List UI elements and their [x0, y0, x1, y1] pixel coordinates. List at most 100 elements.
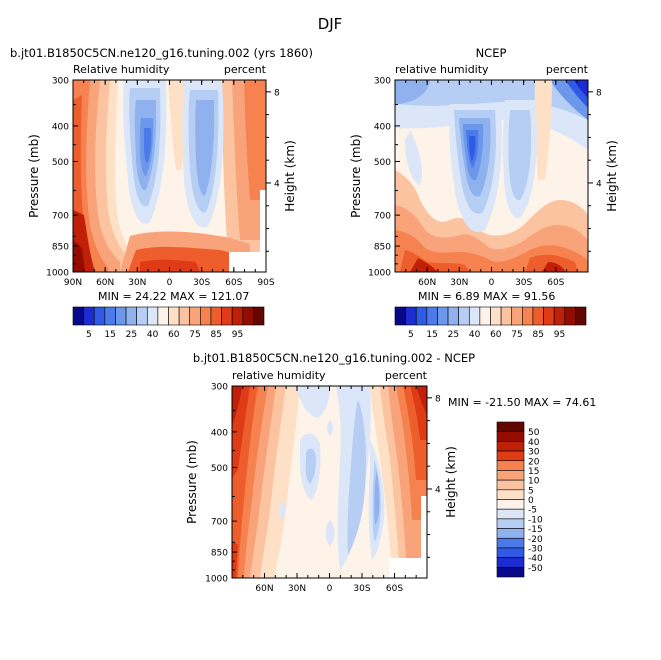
colorbar-swatch: [575, 306, 587, 326]
colorbar-label: 25: [448, 330, 459, 340]
colorbar-label: -50: [528, 564, 543, 574]
panel-ncep-left-label: relative humidity: [395, 63, 489, 76]
colorbar-swatch: [496, 528, 525, 539]
panel-model-y2label: Height (km): [283, 140, 297, 211]
colorbar-swatch: [426, 306, 438, 326]
colorbar-swatch: [496, 499, 525, 510]
colorbar-swatch: [500, 306, 513, 326]
panel-diff: b.jt01.B1850C5CN.ne120_g16.tuning.002 - …: [185, 351, 596, 594]
panel-ncep: NCEP relative humidity percent: [349, 46, 619, 340]
colorbar-swatch: [72, 306, 84, 326]
xtick-label: 60N: [96, 278, 114, 288]
xtick-label: 60N: [255, 584, 273, 594]
panel-diff-y2label: Height (km): [444, 446, 458, 517]
xtick-label: 30N: [128, 278, 146, 288]
colorbar-label: 95: [554, 330, 565, 340]
colorbar-swatch: [93, 306, 106, 326]
colorbar-label: 75: [511, 330, 522, 340]
panel-ncep-field: [395, 80, 588, 272]
colorbar-swatch: [146, 306, 159, 326]
panel-diff-right-label: percent: [385, 369, 428, 382]
panel-diff-title: b.jt01.B1850C5CN.ne120_g16.tuning.002 - …: [193, 351, 475, 365]
y2tick-label: 4: [596, 179, 602, 189]
ytick-label: 850: [52, 243, 69, 253]
ytick-label: 850: [374, 243, 391, 253]
ytick-label: 400: [211, 428, 228, 438]
panel-diff-stats: MIN = -21.50 MAX = 74.61: [448, 396, 596, 409]
xtick-label: 30S: [193, 278, 210, 288]
colorbar-swatch: [522, 306, 534, 326]
colorbar-swatch: [242, 306, 254, 326]
panel-diff-left-label: relative humidity: [232, 369, 326, 382]
y2tick-label: 8: [274, 88, 280, 98]
colorbar-label: 85: [211, 330, 222, 340]
colorbar-label: 10: [528, 477, 540, 487]
colorbar-swatch: [496, 547, 525, 558]
colorbar-swatch: [394, 306, 406, 326]
colorbar-label: 40: [469, 330, 481, 340]
colorbar-label: 0: [528, 496, 534, 506]
ytick-label: 500: [52, 158, 69, 168]
colorbar-label: 95: [232, 330, 243, 340]
colorbar-swatch: [496, 508, 525, 520]
panel-model-field: [73, 80, 266, 272]
colorbar-swatch: [496, 441, 525, 452]
colorbar-swatch: [115, 306, 127, 326]
panel-model-title: b.jt01.B1850C5CN.ne120_g16.tuning.002 (y…: [10, 46, 313, 60]
colorbar-label: 40: [147, 330, 159, 340]
ytick-label: 1000: [46, 269, 69, 279]
colorbar-label: 15: [426, 330, 437, 340]
colorbar-swatch: [221, 306, 233, 326]
colorbar-label: -20: [528, 535, 543, 545]
colorbar-swatch: [496, 489, 525, 500]
ytick-label: 700: [52, 212, 69, 222]
colorbar-swatch: [104, 306, 116, 326]
colorbar-swatch: [496, 450, 525, 462]
panel-ncep-right-label: percent: [546, 63, 589, 76]
colorbar-label: -15: [528, 525, 543, 535]
colorbar-label: -5: [528, 506, 537, 516]
colorbar-swatch: [553, 306, 566, 326]
xtick-label: 90S: [257, 278, 274, 288]
colorbar-swatch: [496, 479, 525, 491]
ytick-label: 300: [374, 77, 391, 87]
colorbar-swatch: [479, 306, 491, 326]
colorbar-swatch: [136, 306, 148, 326]
panel-model-left-label: Relative humidity: [73, 63, 170, 76]
panel-model: b.jt01.B1850C5CN.ne120_g16.tuning.002 (y…: [10, 46, 313, 340]
colorbar-label: 5: [528, 486, 534, 496]
ytick-label: 300: [52, 77, 69, 87]
colorbar-swatch: [532, 306, 544, 326]
colorbar-swatch: [496, 421, 525, 432]
colorbar-label: 5: [86, 330, 92, 340]
panel-model-stats: MIN = 24.22 MAX = 121.07: [98, 290, 249, 303]
panel-model-colorbar: 5 15 25 40 60 75 85 95: [72, 306, 265, 340]
colorbar-label: 15: [104, 330, 115, 340]
ytick-label: 300: [211, 383, 228, 393]
colorbar-swatch: [178, 306, 191, 326]
colorbar-label: -30: [528, 544, 543, 554]
xtick-label: 0: [327, 584, 333, 594]
panel-model-right-label: percent: [224, 63, 267, 76]
y2tick-label: 8: [596, 88, 602, 98]
colorbar-swatch: [496, 557, 525, 568]
ytick-label: 850: [211, 549, 228, 559]
colorbar-swatch: [125, 306, 137, 326]
colorbar-swatch: [437, 306, 449, 326]
ytick-label: 700: [374, 212, 391, 222]
ytick-label: 400: [52, 122, 69, 132]
xtick-label: 30S: [515, 278, 532, 288]
colorbar-swatch: [83, 306, 95, 326]
panel-ncep-colorbar: 5 15 25 40 60 75 85 95: [394, 306, 587, 340]
ytick-label: 700: [211, 518, 228, 528]
colorbar-label: -40: [528, 554, 543, 564]
colorbar-label: 30: [528, 448, 540, 458]
ytick-label: 1000: [205, 575, 228, 585]
colorbar-swatch: [496, 470, 525, 481]
xtick-label: 30S: [353, 584, 370, 594]
ytick-label: 400: [374, 122, 391, 132]
colorbar-swatch: [490, 306, 502, 326]
colorbar-label: 15: [528, 467, 539, 477]
colorbar-swatch: [231, 306, 244, 326]
